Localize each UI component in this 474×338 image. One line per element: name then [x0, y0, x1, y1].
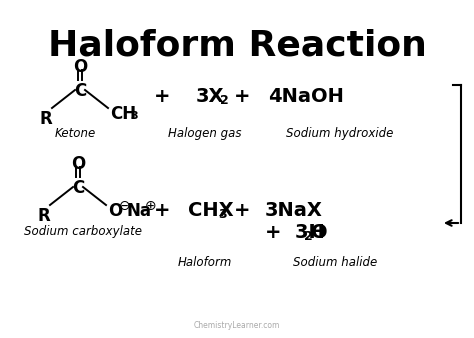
Text: Haloform: Haloform: [178, 256, 232, 269]
Text: 3: 3: [218, 208, 227, 220]
Text: Sodium carboxylate: Sodium carboxylate: [24, 225, 142, 238]
Text: C: C: [74, 82, 86, 100]
Text: ⊖: ⊖: [119, 199, 131, 213]
Text: R: R: [37, 207, 50, 225]
Text: Na: Na: [127, 202, 152, 220]
Text: +: +: [154, 88, 170, 106]
Text: 3NaX: 3NaX: [265, 200, 323, 219]
Text: 2: 2: [220, 95, 229, 107]
Text: Haloform Reaction: Haloform Reaction: [47, 28, 427, 62]
Text: Halogen gas: Halogen gas: [168, 127, 242, 140]
Text: CHX: CHX: [188, 200, 234, 219]
Text: 3: 3: [130, 111, 137, 121]
Text: C: C: [72, 179, 84, 197]
Text: O: O: [108, 202, 122, 220]
Text: ⊕: ⊕: [145, 199, 156, 213]
Text: R: R: [40, 110, 52, 128]
Text: +: +: [234, 200, 250, 219]
Text: O: O: [73, 58, 87, 76]
Text: Sodium halide: Sodium halide: [293, 256, 377, 269]
Text: O: O: [311, 223, 328, 242]
Text: +  3H: + 3H: [265, 223, 325, 242]
Text: ChemistryLearner.com: ChemistryLearner.com: [194, 321, 280, 330]
Text: 3X: 3X: [196, 88, 225, 106]
Text: 4NaOH: 4NaOH: [268, 88, 344, 106]
Text: CH: CH: [110, 105, 136, 123]
Text: 2: 2: [304, 231, 313, 243]
Text: +: +: [234, 88, 250, 106]
Text: +: +: [154, 200, 170, 219]
Text: O: O: [71, 155, 85, 173]
Text: Sodium hydroxide: Sodium hydroxide: [286, 127, 394, 140]
Text: Ketone: Ketone: [55, 127, 96, 140]
